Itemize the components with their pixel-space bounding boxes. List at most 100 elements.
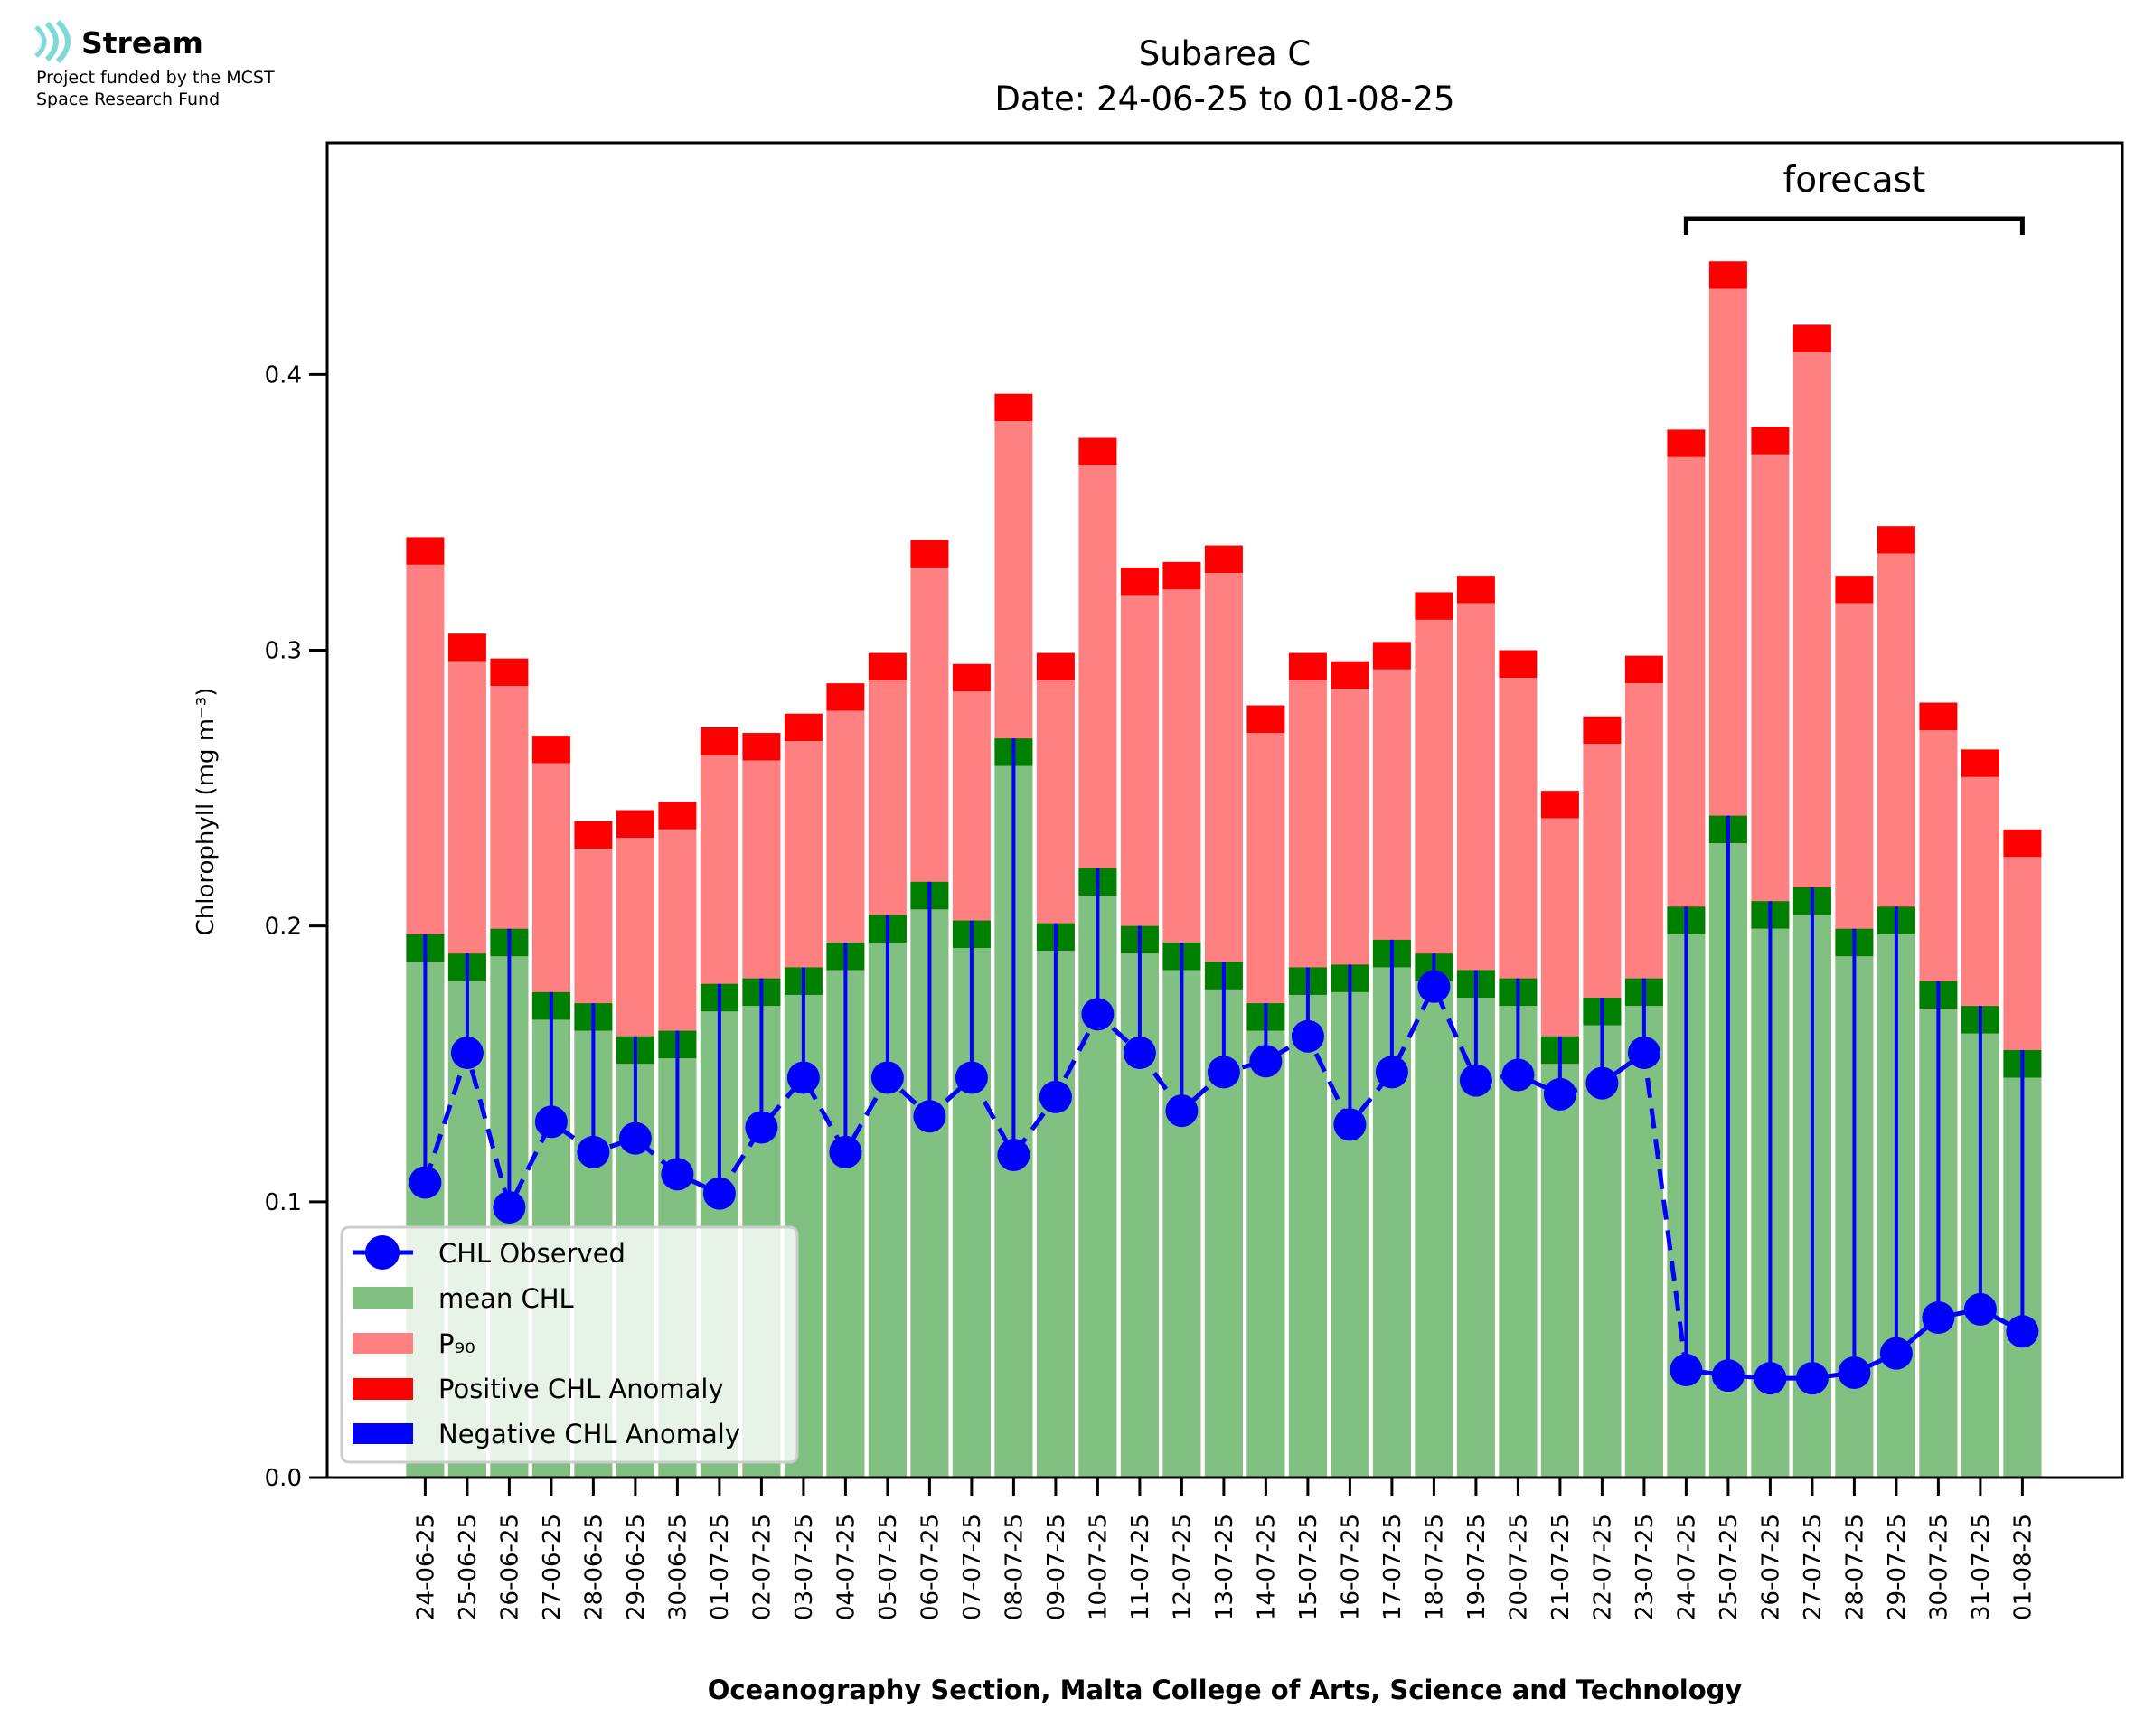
observed-point	[450, 1037, 484, 1070]
positive-anomaly-bar	[1288, 652, 1327, 681]
legend-label: P₉₀	[438, 1328, 475, 1359]
y-axis: 0.0 0.1 0.2 0.3 0.4	[265, 361, 327, 1492]
x-axis-label: Oceanography Section, Malta College of A…	[708, 1675, 1743, 1705]
observed-point	[1501, 1058, 1535, 1092]
y-axis-label: Chlorophyll (mg m⁻³)	[193, 688, 220, 936]
observed-point	[1754, 1362, 1787, 1395]
x-tick-label: 25-07-25	[1716, 1514, 1743, 1620]
x-tick-label: 28-06-25	[580, 1514, 607, 1620]
legend-item-negative-anomaly: Negative CHL Anomaly	[353, 1419, 740, 1450]
legend-label: Positive CHL Anomaly	[438, 1374, 724, 1404]
observed-point	[409, 1166, 442, 1199]
x-tick-label: 27-07-25	[1800, 1514, 1827, 1620]
x-tick-label: 06-07-25	[917, 1514, 944, 1620]
positive-anomaly-bar	[742, 733, 781, 761]
observed-point	[1711, 1359, 1745, 1393]
x-tick-label: 19-07-25	[1463, 1514, 1491, 1620]
x-tick-label: 01-07-25	[707, 1514, 734, 1620]
observed-point	[534, 1105, 568, 1139]
positive-anomaly-bar	[1835, 576, 1874, 604]
observed-point	[1627, 1037, 1660, 1070]
legend-marker-swatch	[365, 1235, 400, 1270]
observed-points-layer	[409, 970, 2039, 1395]
forecast-label: forecast	[1783, 160, 1926, 201]
x-tick-label: 15-07-25	[1295, 1514, 1322, 1620]
observed-point	[955, 1061, 988, 1094]
observed-point	[1838, 1356, 1871, 1390]
logo-name: Stream	[81, 25, 203, 61]
observed-point	[913, 1100, 946, 1133]
observed-point	[1081, 998, 1115, 1031]
legend-item-p90: P₉₀	[353, 1328, 475, 1359]
logo-subtitle-line1: Project funded by the MCST	[36, 68, 275, 88]
observed-point	[1123, 1037, 1156, 1070]
stream-waves-icon	[34, 19, 71, 64]
x-tick-label: 29-07-25	[1884, 1514, 1911, 1620]
observed-point	[1375, 1056, 1408, 1089]
x-tick-label: 08-07-25	[1001, 1514, 1028, 1620]
mean-bar	[1288, 994, 1327, 1478]
logo: Stream Project funded by the MCST Space …	[34, 19, 275, 109]
chart-subtitle: Date: 24-06-25 to 01-08-25	[994, 80, 1454, 118]
x-tick-label: 24-07-25	[1673, 1514, 1700, 1620]
positive-anomaly-bar	[1162, 561, 1201, 590]
observed-point	[1922, 1301, 1955, 1335]
x-tick-label: 17-07-25	[1379, 1514, 1406, 1620]
positive-anomaly-bar	[490, 658, 529, 687]
positive-anomaly-bar	[1708, 261, 1747, 289]
positive-anomaly-bar	[1036, 652, 1075, 681]
observed-point	[1795, 1362, 1829, 1395]
positive-anomaly-bar	[1792, 324, 1831, 352]
legend-swatch	[353, 1378, 413, 1400]
x-tick-label: 13-07-25	[1211, 1514, 1238, 1620]
observed-point	[618, 1121, 652, 1155]
positive-anomaly-bar	[2003, 829, 2042, 858]
x-tick-label: 31-07-25	[1968, 1514, 1995, 1620]
positive-anomaly-bar	[1583, 716, 1622, 745]
positive-anomaly-bar	[994, 393, 1033, 422]
observed-point	[1417, 970, 1451, 1003]
observed-point	[702, 1177, 736, 1210]
observed-point	[829, 1135, 862, 1168]
mean-bar	[1624, 1006, 1663, 1478]
positive-anomaly-bar	[1246, 705, 1285, 734]
legend-swatch	[353, 1333, 413, 1354]
x-tick-label: 04-07-25	[832, 1514, 860, 1620]
x-tick-label: 30-06-25	[664, 1514, 691, 1620]
observed-point	[1039, 1080, 1072, 1113]
x-tick-label: 14-07-25	[1253, 1514, 1280, 1620]
positive-anomaly-bar	[826, 683, 865, 711]
logo-subtitle-line2: Space Research Fund	[36, 89, 221, 109]
observed-point	[745, 1111, 778, 1144]
positive-anomaly-bar	[406, 537, 445, 565]
mean-bar	[1583, 1025, 1622, 1478]
positive-anomaly-bar	[1961, 749, 1999, 777]
x-tick-label: 18-07-25	[1421, 1514, 1448, 1620]
y-tick-label: 0.0	[265, 1465, 302, 1492]
logo-subtitle: Project funded by the MCST Space Researc…	[36, 67, 275, 110]
legend-label: Negative CHL Anomaly	[438, 1419, 740, 1450]
x-axis: 24-06-25 25-06-25 26-06-25 27-06-25 28-06-25…	[412, 1478, 2036, 1620]
positive-anomaly-bar	[658, 802, 697, 830]
legend-label: mean CHL	[438, 1283, 574, 1314]
observed-point	[577, 1135, 610, 1168]
x-tick-label: 26-07-25	[1757, 1514, 1784, 1620]
observed-point	[1291, 1019, 1324, 1053]
positive-anomaly-bar	[1415, 592, 1453, 620]
observed-point	[493, 1190, 526, 1224]
legend-swatch	[353, 1423, 413, 1444]
observed-point	[1963, 1292, 1997, 1326]
positive-anomaly-bar	[784, 713, 823, 742]
observed-point	[1879, 1337, 1913, 1370]
positive-anomaly-bar	[700, 727, 738, 755]
observed-point	[870, 1061, 904, 1094]
y-tick-label: 0.4	[265, 361, 302, 389]
x-tick-label: 16-07-25	[1337, 1514, 1364, 1620]
x-tick-label: 29-06-25	[623, 1514, 650, 1620]
observed-point	[1585, 1066, 1619, 1100]
y-tick-label: 0.2	[265, 914, 302, 941]
observed-point	[1165, 1094, 1199, 1128]
legend-label: CHL Observed	[438, 1238, 626, 1269]
legend-item-observed: CHL Observed	[353, 1235, 626, 1270]
positive-anomaly-bar	[1456, 576, 1495, 604]
